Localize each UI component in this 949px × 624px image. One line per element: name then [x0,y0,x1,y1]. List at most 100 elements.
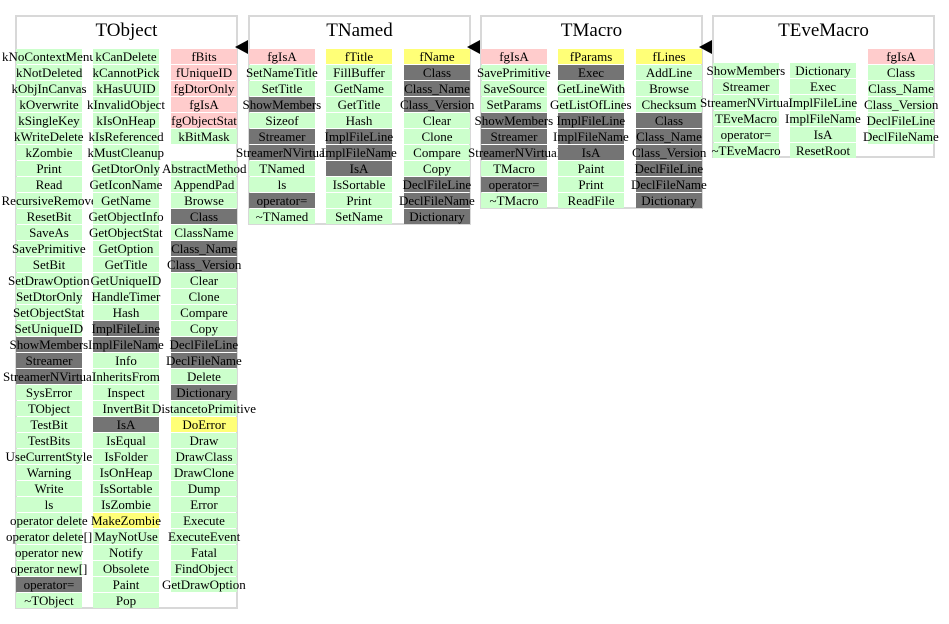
member-cell[interactable]: FindObject [171,561,237,576]
member-cell[interactable]: Class [636,113,702,128]
member-cell[interactable]: Draw [171,433,237,448]
member-cell[interactable]: operator= [16,577,82,592]
class-title[interactable]: TEveMacro [778,20,869,41]
member-cell[interactable]: Streamer [16,353,82,368]
member-cell[interactable]: kNoContextMenu [2,49,96,64]
member-cell[interactable]: fUniqueID [171,65,237,80]
member-cell[interactable]: operator delete[] [6,529,92,544]
member-cell[interactable]: SavePrimitive [12,241,86,256]
member-cell[interactable]: ImplFileLine [92,321,160,336]
member-cell[interactable]: Copy [171,321,237,336]
class-title[interactable]: TObject [95,20,158,41]
member-cell[interactable]: Delete [171,369,237,384]
member-cell[interactable]: Print [326,193,392,208]
member-cell[interactable]: StreamerNVirtual [3,369,95,384]
member-cell[interactable]: GetListOfLines [550,97,632,112]
member-cell[interactable]: Dictionary [790,63,856,78]
member-cell[interactable]: fgIsA [868,49,934,64]
member-cell[interactable]: Paint [558,161,624,176]
member-cell[interactable]: Obsolete [93,561,159,576]
member-cell[interactable]: Clear [171,273,237,288]
member-cell[interactable]: fLines [636,49,702,64]
member-cell[interactable]: DoError [171,417,237,432]
member-cell[interactable]: ShowMembers [707,63,785,78]
member-cell[interactable]: kWriteDelete [14,129,84,144]
member-cell[interactable]: Class [404,65,470,80]
member-cell[interactable]: SetBit [16,257,82,272]
member-cell[interactable]: Class_Version [632,145,706,160]
member-cell[interactable]: DeclFileName [863,129,939,144]
member-cell[interactable]: Fatal [171,545,237,560]
member-cell[interactable]: Class [868,65,934,80]
member-cell[interactable]: IsZombie [93,497,159,512]
member-cell[interactable]: Streamer [481,129,547,144]
member-cell[interactable]: operator= [713,127,779,142]
member-cell[interactable]: Print [558,177,624,192]
member-cell[interactable]: Clear [404,113,470,128]
member-cell[interactable]: SetName [326,209,392,224]
member-cell[interactable]: SaveSource [481,81,547,96]
member-cell[interactable]: SysError [16,385,82,400]
member-cell[interactable]: Pop [93,593,159,608]
member-cell[interactable]: kHasUUID [93,81,159,96]
member-cell[interactable]: IsA [790,127,856,142]
member-cell[interactable]: ShowMembers [243,97,321,112]
member-cell[interactable]: GetName [93,193,159,208]
member-cell[interactable]: DrawClone [171,465,237,480]
member-cell[interactable]: kOverwrite [16,97,82,112]
member-cell[interactable]: fgDtorOnly [171,81,237,96]
member-cell[interactable]: fBits [171,49,237,64]
member-cell[interactable]: Class_Version [400,97,474,112]
member-cell[interactable]: IsSortable [326,177,392,192]
member-cell[interactable]: SetDrawOption [8,273,90,288]
member-cell[interactable]: fName [404,49,470,64]
member-cell[interactable]: GetTitle [326,97,392,112]
member-cell[interactable]: Inspect [93,385,159,400]
member-cell[interactable]: ~TNamed [249,209,315,224]
class-title[interactable]: TNamed [326,20,393,41]
member-cell[interactable]: ImplFileLine [789,95,857,110]
member-cell[interactable]: Class_Name [636,129,702,144]
member-cell[interactable]: kIsReferenced [89,129,164,144]
member-cell[interactable]: Clone [404,129,470,144]
member-cell[interactable]: kBitMask [171,129,237,144]
member-cell[interactable]: MayNotUse [93,529,159,544]
member-cell[interactable]: ShowMembers [475,113,553,128]
member-cell[interactable]: FillBuffer [326,65,392,80]
member-cell[interactable]: ImplFileName [553,129,629,144]
member-cell[interactable]: fgIsA [171,97,237,112]
member-cell[interactable]: IsA [558,145,624,160]
member-cell[interactable]: StreamerNVirtual [236,145,328,160]
member-cell[interactable]: kInvalidObject [87,97,165,112]
member-cell[interactable]: TNamed [249,161,315,176]
member-cell[interactable]: Paint [93,577,159,592]
member-cell[interactable]: TEveMacro [713,111,779,126]
member-cell[interactable]: DeclFileLine [635,161,703,176]
member-cell[interactable]: Dictionary [171,385,237,400]
member-cell[interactable]: kCanDelete [93,49,159,64]
member-cell[interactable]: ExecuteEvent [168,529,240,544]
member-cell[interactable]: DrawClass [171,449,237,464]
member-cell[interactable]: UseCurrentStyle [6,449,92,464]
member-cell[interactable]: TMacro [481,161,547,176]
member-cell[interactable]: kZombie [16,145,82,160]
class-title[interactable]: TMacro [560,20,623,41]
member-cell[interactable]: TestBit [16,417,82,432]
member-cell[interactable]: ~TEveMacro [712,143,781,158]
member-cell[interactable]: Streamer [713,79,779,94]
member-cell[interactable]: Warning [16,465,82,480]
member-cell[interactable]: StreamerNVirtual [700,95,792,110]
member-cell[interactable]: GetDtorOnly [92,161,160,176]
member-cell[interactable]: SetObjectStat [13,305,85,320]
member-cell[interactable]: kSingleKey [16,113,82,128]
member-cell[interactable]: SaveAs [16,225,82,240]
member-cell[interactable]: Sizeof [249,113,315,128]
member-cell[interactable]: SavePrimitive [477,65,551,80]
member-cell[interactable]: Streamer [249,129,315,144]
member-cell[interactable]: Compare [404,145,470,160]
member-cell[interactable]: Error [171,497,237,512]
member-cell[interactable]: Clone [171,289,237,304]
member-cell[interactable]: InvertBit [93,401,159,416]
member-cell[interactable]: Dump [171,481,237,496]
member-cell[interactable]: Class_Version [167,257,241,272]
